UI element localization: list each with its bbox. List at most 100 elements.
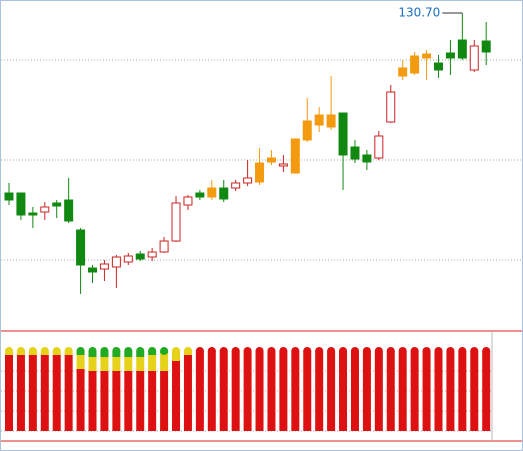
bar-segment <box>160 371 169 431</box>
bar-cap <box>482 347 491 355</box>
bar-cap <box>458 347 467 355</box>
bar-segment <box>136 371 145 431</box>
candle-body <box>326 114 336 128</box>
candle-body <box>398 67 408 77</box>
bar-cap <box>100 347 109 355</box>
candle-body <box>266 157 276 163</box>
bar-segment <box>446 351 455 431</box>
bar-segment <box>160 353 169 371</box>
bar-segment <box>422 351 431 431</box>
bar-segment <box>172 351 181 361</box>
bar-cap <box>76 347 85 355</box>
bar-segment <box>458 351 467 431</box>
candle-body <box>290 138 300 174</box>
candle-body <box>469 45 479 71</box>
candle-body <box>422 53 432 59</box>
bar-segment <box>231 351 240 431</box>
bar-cap <box>16 347 25 355</box>
bar-segment <box>88 371 97 431</box>
candle-body <box>374 135 384 159</box>
candle-body <box>207 187 217 198</box>
bar-cap <box>422 347 431 355</box>
candle-body <box>255 162 265 183</box>
bar-segment <box>207 351 216 431</box>
bar-cap <box>374 347 383 355</box>
bar-cap <box>207 347 216 355</box>
candle-body <box>147 251 157 258</box>
bar-segment <box>136 357 145 371</box>
bar-cap <box>398 347 407 355</box>
bar-cap <box>410 347 419 355</box>
bar-segment <box>148 355 157 371</box>
bar-segment <box>100 371 109 431</box>
bar-cap <box>172 347 181 355</box>
bar-cap <box>291 347 300 355</box>
bar-cap <box>255 347 264 355</box>
bar-segment <box>267 351 276 431</box>
bar-segment <box>303 351 312 431</box>
bar-segment <box>327 351 336 431</box>
bar-segment <box>124 357 133 371</box>
bar-cap <box>40 347 49 355</box>
candle-body <box>481 40 491 53</box>
candle-body <box>433 62 443 71</box>
bar-cap <box>219 347 228 355</box>
bar-cap <box>160 347 169 355</box>
bar-segment <box>398 351 407 431</box>
bar-segment <box>374 351 383 431</box>
candle-body <box>123 255 133 263</box>
bar-cap <box>446 347 455 355</box>
bar-segment <box>386 351 395 431</box>
bar-segment <box>40 355 49 431</box>
candle-body <box>183 196 193 206</box>
bar-cap <box>315 347 324 355</box>
bar-segment <box>350 351 359 431</box>
bar-segment <box>148 371 157 431</box>
candle-body <box>195 192 205 198</box>
candle-body <box>52 202 62 207</box>
candle-body <box>4 192 14 201</box>
bar-segment <box>339 351 348 431</box>
bar-segment <box>100 357 109 371</box>
bar-cap <box>327 347 336 355</box>
bar-segment <box>183 355 192 431</box>
bar-segment <box>172 361 181 431</box>
bar-segment <box>482 351 491 431</box>
bar-cap <box>339 347 348 355</box>
bar-segment <box>470 351 479 431</box>
bar-segment <box>112 357 121 371</box>
bar-segment <box>243 351 252 431</box>
bar-cap <box>64 347 73 355</box>
bar-segment <box>88 357 97 371</box>
bar-segment <box>291 351 300 431</box>
bar-segment <box>255 351 264 431</box>
bar-cap <box>183 347 192 355</box>
bar-segment <box>124 371 133 431</box>
bar-segment <box>64 355 73 431</box>
bar-segment <box>362 351 371 431</box>
bar-cap <box>350 347 359 355</box>
candle-body <box>314 114 324 126</box>
bar-cap <box>434 347 443 355</box>
bar-cap <box>52 347 61 355</box>
bar-cap <box>88 347 97 355</box>
bar-segment <box>28 355 37 431</box>
candle-body <box>362 154 372 163</box>
candle-body <box>410 55 420 74</box>
bar-cap <box>303 347 312 355</box>
bar-segment <box>76 355 85 369</box>
candle-body <box>457 39 467 59</box>
bar-segment <box>5 355 13 431</box>
candle-body <box>111 256 121 268</box>
bar-cap <box>267 347 276 355</box>
bar-cap <box>386 347 395 355</box>
candle-body <box>159 240 169 253</box>
bar-segment <box>315 351 324 431</box>
bar-cap <box>124 347 133 355</box>
candle-body <box>219 187 229 200</box>
candle-body <box>445 52 455 59</box>
candle-body <box>386 91 396 123</box>
candle-body <box>99 263 109 270</box>
candle-body <box>76 229 86 266</box>
candle-body <box>302 120 312 141</box>
